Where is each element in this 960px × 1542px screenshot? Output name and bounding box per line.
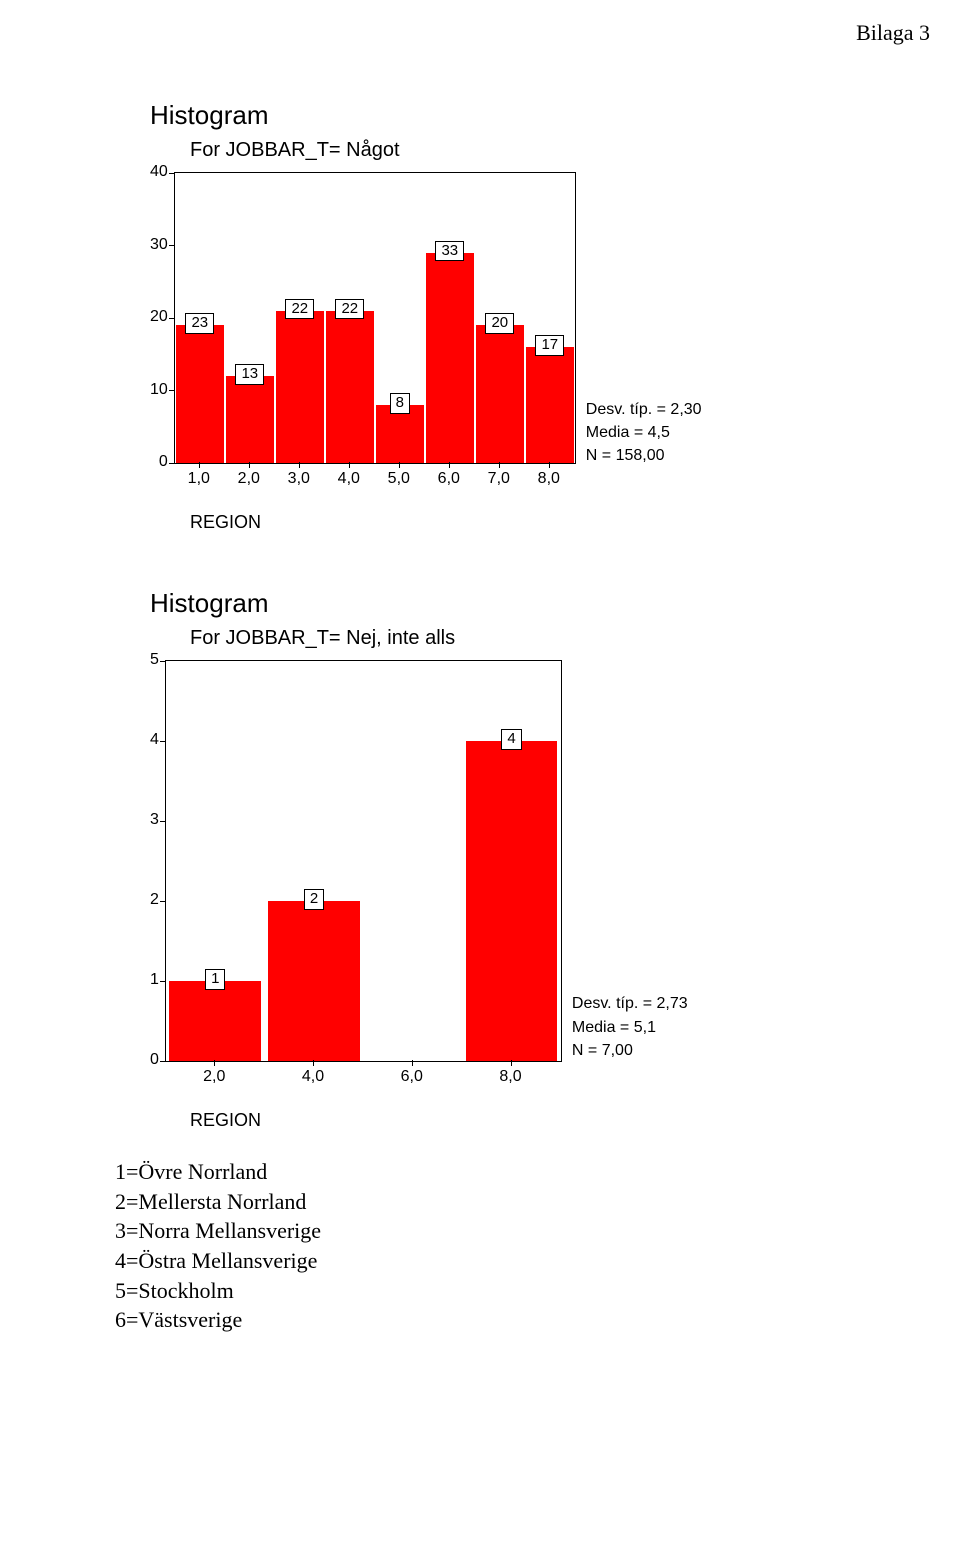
bar-value-label: 4 (501, 729, 521, 750)
bar-value-label: 2 (304, 889, 324, 910)
bar-value-label: 13 (235, 364, 264, 385)
chart-2-stat-media: Media = 5,1 (572, 1016, 688, 1039)
bar-value-label: 23 (185, 313, 214, 334)
bar-value-label: 8 (390, 393, 410, 414)
bar-value-label: 22 (335, 299, 364, 320)
x-tick-label: 6,0 (362, 1068, 461, 1086)
bar-slot: 4 (462, 661, 561, 1061)
x-tick-label: 6,0 (424, 470, 474, 488)
x-tick-label: 4,0 (324, 470, 374, 488)
legend-line: 3=Norra Mellansverige (115, 1216, 960, 1246)
legend-line: 5=Stockholm (115, 1276, 960, 1306)
bar-slot: 23 (175, 173, 225, 463)
chart-1-axis-title: REGION (190, 512, 960, 533)
x-tick-label: 2,0 (224, 470, 274, 488)
bar-slot: 22 (275, 173, 325, 463)
bar-value-label: 22 (285, 299, 314, 320)
bar: 13 (226, 376, 274, 463)
chart-1-title: Histogram (150, 100, 960, 131)
bar-value-label: 1 (205, 969, 225, 990)
legend-line: 1=Övre Norrland (115, 1157, 960, 1187)
bar: 33 (426, 253, 474, 463)
chart-1-wrap: 403020100 231322228332017 1,02,03,04,05,… (150, 172, 960, 488)
x-tick-label: 7,0 (474, 470, 524, 488)
x-tick-label: 8,0 (524, 470, 574, 488)
chart-2-stats: Desv. típ. = 2,73 Media = 5,1 N = 7,00 (572, 992, 688, 1062)
x-tick-label: 8,0 (461, 1068, 560, 1086)
chart-2-bars: 124 (166, 661, 561, 1061)
page-header-bilaga: Bilaga 3 (856, 20, 930, 46)
x-tick-label: 3,0 (274, 470, 324, 488)
bar: 17 (526, 347, 574, 463)
chart-1-stat-n: N = 158,00 (586, 444, 702, 467)
chart-1-stats: Desv. típ. = 2,30 Media = 4,5 N = 158,00 (586, 398, 702, 468)
chart-1-subtitle: For JOBBAR_T= Något (190, 139, 960, 162)
bar-value-label: 20 (485, 313, 514, 334)
legend-line: 6=Västsverige (115, 1305, 960, 1335)
chart-1-x-axis: 1,02,03,04,05,06,07,08,0 (174, 470, 574, 488)
chart-2-axis-title: REGION (190, 1110, 960, 1131)
chart-2-wrap: 543210 124 2,04,06,08,0 Desv. típ. = 2,7… (150, 660, 960, 1086)
bar-slot: 20 (475, 173, 525, 463)
bar: 22 (326, 311, 374, 463)
chart-2-title: Histogram (150, 588, 960, 619)
legend-line: 2=Mellersta Norrland (115, 1187, 960, 1217)
chart-2-y-axis: 543210 (150, 660, 165, 1060)
bar-slot: 2 (265, 661, 364, 1061)
page: Bilaga 3 Histogram For JOBBAR_T= Något 4… (0, 0, 960, 1375)
chart-1-stat-media: Media = 4,5 (586, 421, 702, 444)
bar-slot (363, 661, 462, 1061)
x-tick-label: 5,0 (374, 470, 424, 488)
chart-1-stat-desv: Desv. típ. = 2,30 (586, 398, 702, 421)
chart-1: Histogram For JOBBAR_T= Något 403020100 … (150, 100, 960, 533)
x-tick-label: 2,0 (165, 1068, 264, 1086)
bar: 23 (176, 325, 224, 463)
bar: 8 (376, 405, 424, 463)
bar: 2 (268, 901, 360, 1061)
bar-slot: 33 (425, 173, 475, 463)
legend-line: 4=Östra Mellansverige (115, 1246, 960, 1276)
chart-2-stat-n: N = 7,00 (572, 1039, 688, 1062)
chart-2: Histogram For JOBBAR_T= Nej, inte alls 5… (150, 588, 960, 1131)
bar: 1 (169, 981, 261, 1061)
x-tick-label: 4,0 (264, 1068, 363, 1086)
chart-2-subtitle: For JOBBAR_T= Nej, inte alls (190, 627, 960, 650)
bar-value-label: 17 (535, 335, 564, 356)
bar-slot: 17 (525, 173, 575, 463)
chart-1-bars: 231322228332017 (175, 173, 575, 463)
x-tick-label: 1,0 (174, 470, 224, 488)
legend: 1=Övre Norrland2=Mellersta Norrland3=Nor… (115, 1157, 960, 1335)
chart-2-x-axis: 2,04,06,08,0 (165, 1068, 560, 1086)
bar-slot: 13 (225, 173, 275, 463)
bar-value-label: 33 (435, 241, 464, 262)
bar-slot: 8 (375, 173, 425, 463)
bar-slot: 1 (166, 661, 265, 1061)
bar: 20 (476, 325, 524, 463)
chart-2-plot: 124 (165, 660, 562, 1062)
bar-slot: 22 (325, 173, 375, 463)
bar: 22 (276, 311, 324, 463)
chart-1-plot: 231322228332017 (174, 172, 576, 464)
chart-2-stat-desv: Desv. típ. = 2,73 (572, 992, 688, 1015)
bar: 4 (466, 741, 558, 1061)
